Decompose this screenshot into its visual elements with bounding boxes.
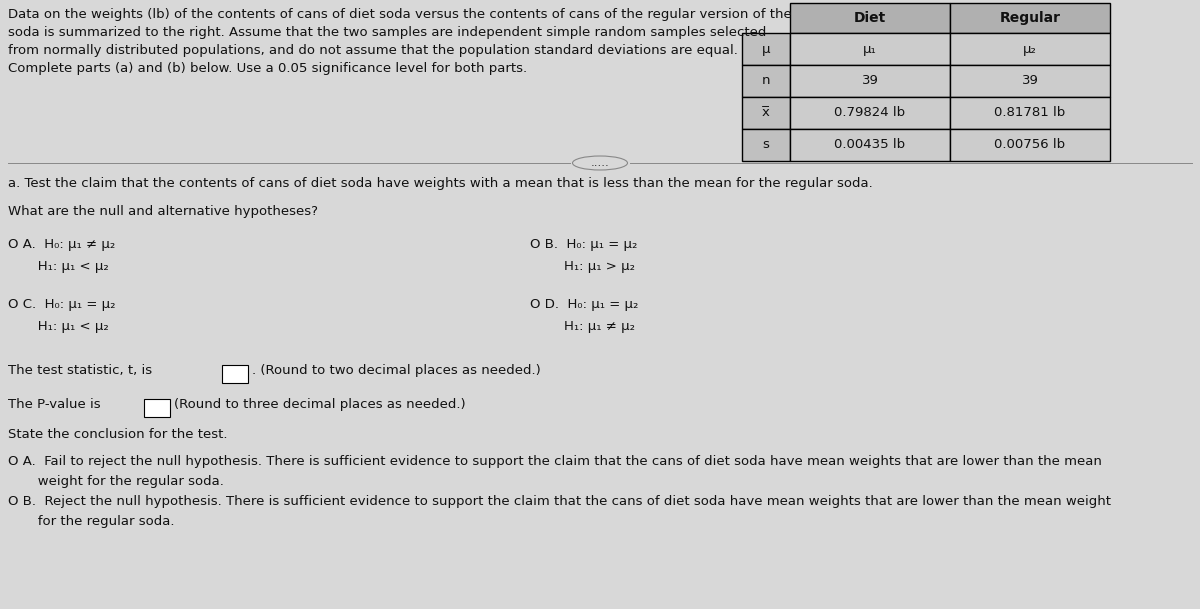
Text: Regular: Regular	[1000, 11, 1061, 25]
Text: 39: 39	[1021, 74, 1038, 88]
Text: O A.  Fail to reject the null hypothesis. There is sufficient evidence to suppor: O A. Fail to reject the null hypothesis.…	[8, 455, 1102, 468]
Text: The P-value is: The P-value is	[8, 398, 101, 411]
Text: O A.  H₀: μ₁ ≠ μ₂: O A. H₀: μ₁ ≠ μ₂	[8, 238, 115, 251]
Text: O C.  H₀: μ₁ = μ₂: O C. H₀: μ₁ = μ₂	[8, 298, 115, 311]
Text: H₁: μ₁ < μ₂: H₁: μ₁ < μ₂	[8, 260, 109, 273]
Text: The test statistic, t, is: The test statistic, t, is	[8, 364, 152, 377]
Text: 39: 39	[862, 74, 878, 88]
Text: 0.00756 lb: 0.00756 lb	[995, 138, 1066, 152]
Text: Diet: Diet	[854, 11, 886, 25]
Text: . (Round to two decimal places as needed.): . (Round to two decimal places as needed…	[252, 364, 541, 377]
Text: O D.  H₀: μ₁ = μ₂: O D. H₀: μ₁ = μ₂	[530, 298, 638, 311]
Bar	[742, 129, 790, 161]
Text: x̅: x̅	[762, 107, 770, 119]
Text: What are the null and alternative hypotheses?: What are the null and alternative hypoth…	[8, 205, 318, 218]
Text: s: s	[762, 138, 769, 152]
Bar	[790, 129, 950, 161]
Bar	[790, 33, 950, 65]
Text: μ: μ	[762, 43, 770, 55]
Text: H₁: μ₁ > μ₂: H₁: μ₁ > μ₂	[530, 260, 635, 273]
Text: μ₂: μ₂	[1024, 43, 1037, 55]
Text: O B.  H₀: μ₁ = μ₂: O B. H₀: μ₁ = μ₂	[530, 238, 637, 251]
Bar	[222, 365, 248, 383]
Bar	[144, 399, 170, 417]
Text: a. Test the claim that the contents of cans of diet soda have weights with a mea: a. Test the claim that the contents of c…	[8, 177, 872, 190]
Text: weight for the regular soda.: weight for the regular soda.	[8, 475, 224, 488]
Bar	[742, 33, 790, 65]
Text: 0.79824 lb: 0.79824 lb	[834, 107, 906, 119]
Text: State the conclusion for the test.: State the conclusion for the test.	[8, 428, 228, 441]
Text: H₁: μ₁ ≠ μ₂: H₁: μ₁ ≠ μ₂	[530, 320, 635, 333]
Text: for the regular soda.: for the regular soda.	[8, 515, 174, 528]
Bar	[742, 65, 790, 97]
Bar	[790, 97, 950, 129]
Text: Data on the weights (lb) of the contents of cans of diet soda versus the content: Data on the weights (lb) of the contents…	[8, 8, 792, 75]
Bar	[950, 97, 1110, 129]
Bar	[950, 65, 1110, 97]
Bar	[950, 3, 1110, 33]
Text: O B.  Reject the null hypothesis. There is sufficient evidence to support the cl: O B. Reject the null hypothesis. There i…	[8, 495, 1111, 508]
Text: H₁: μ₁ < μ₂: H₁: μ₁ < μ₂	[8, 320, 109, 333]
Text: n: n	[762, 74, 770, 88]
Text: 0.00435 lb: 0.00435 lb	[834, 138, 906, 152]
Text: .....: .....	[590, 157, 610, 169]
Bar	[790, 3, 950, 33]
Text: 0.81781 lb: 0.81781 lb	[995, 107, 1066, 119]
Bar	[950, 33, 1110, 65]
Bar	[742, 97, 790, 129]
Bar	[790, 65, 950, 97]
Text: μ₁: μ₁	[863, 43, 877, 55]
Bar	[950, 129, 1110, 161]
Text: (Round to three decimal places as needed.): (Round to three decimal places as needed…	[174, 398, 466, 411]
